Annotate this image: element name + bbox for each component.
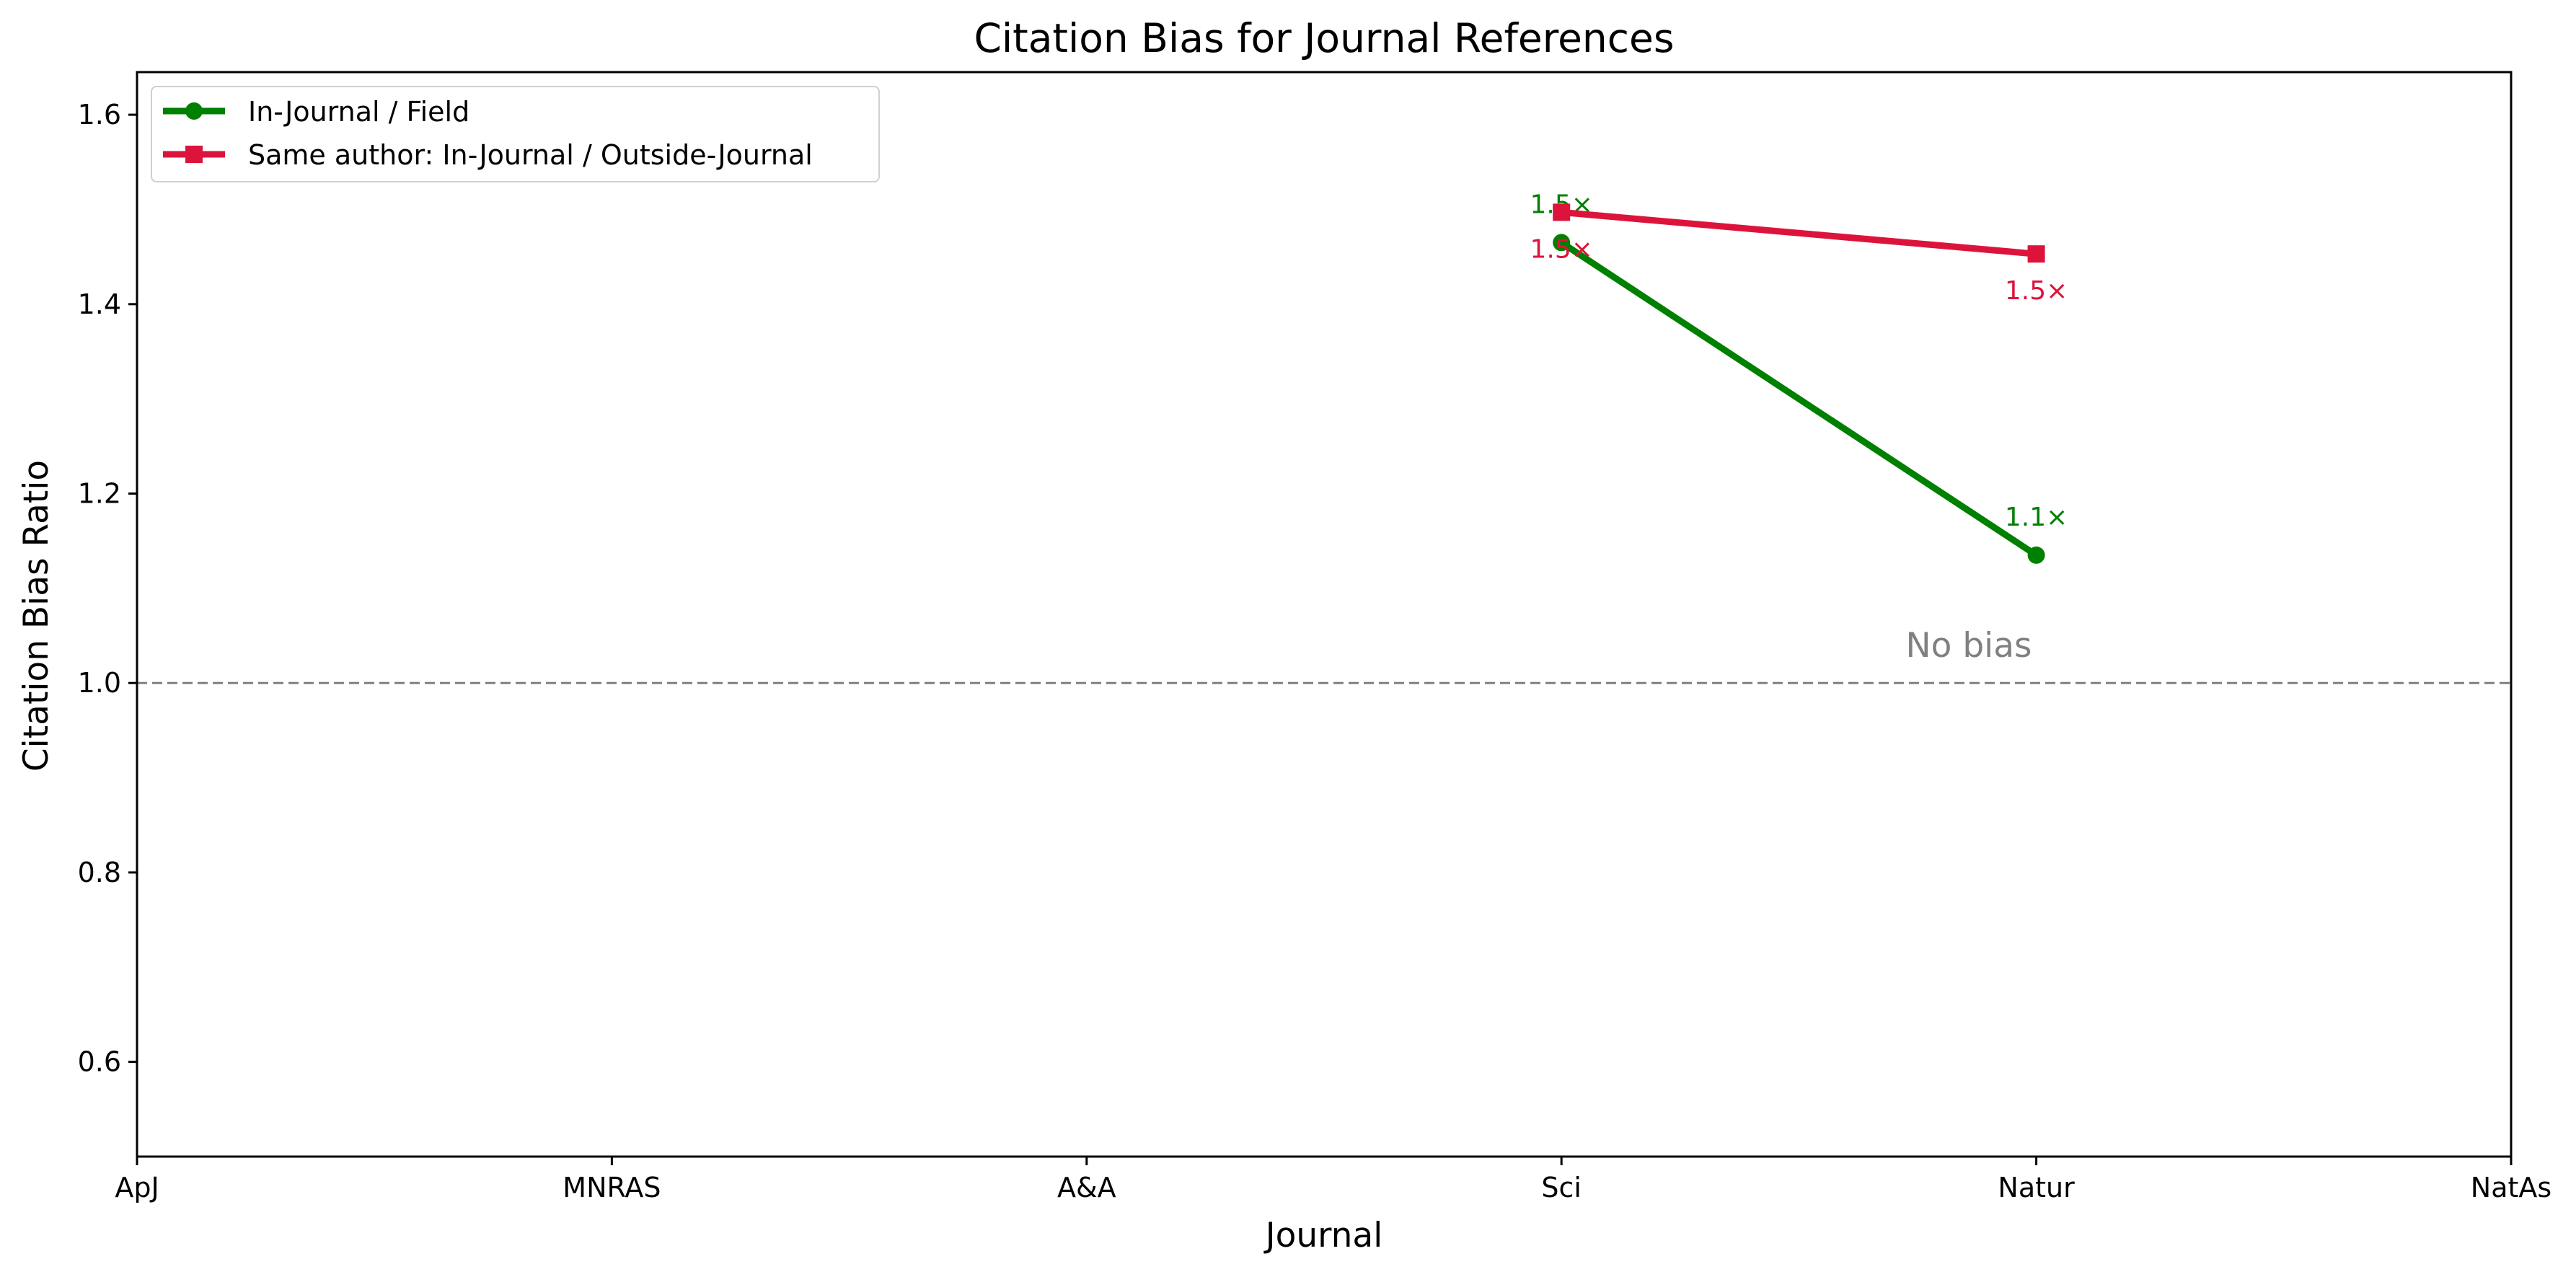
legend-label-in-journal: In-Journal / Field bbox=[248, 96, 469, 128]
data-label: 1.1× bbox=[2005, 503, 2068, 532]
y-tick-label: 0.8 bbox=[78, 857, 121, 888]
plot-area: No bias1.5×1.1×1.5×1.5×ApJMNRASA&ASciNat… bbox=[78, 71, 2551, 1203]
x-tick-label: ApJ bbox=[115, 1172, 159, 1203]
y-tick-label: 0.6 bbox=[78, 1046, 121, 1078]
data-point bbox=[2027, 245, 2045, 263]
data-point bbox=[2027, 546, 2045, 564]
data-point bbox=[1553, 203, 1571, 221]
data-label: 1.5× bbox=[2005, 276, 2068, 306]
x-tick-label: A&A bbox=[1057, 1172, 1116, 1203]
x-tick-label: NatAs bbox=[2471, 1172, 2551, 1203]
y-tick-label: 1.0 bbox=[78, 667, 121, 699]
reference-line-label: No bias bbox=[1905, 626, 2032, 666]
y-tick-label: 1.4 bbox=[78, 288, 121, 320]
x-tick-label: MNRAS bbox=[563, 1172, 661, 1203]
x-axis-label: Journal bbox=[1263, 1216, 1383, 1255]
legend-box bbox=[151, 86, 880, 182]
data-point bbox=[1553, 234, 1571, 252]
y-axis-label: Citation Bias Ratio bbox=[17, 460, 56, 772]
series-line-1 bbox=[1558, 208, 2040, 258]
legend: In-Journal / Field Same author: In-Journ… bbox=[151, 86, 880, 182]
y-tick-label: 1.2 bbox=[78, 478, 121, 510]
chart-title: Citation Bias for Journal References bbox=[974, 15, 1674, 61]
y-tick-label: 1.6 bbox=[78, 99, 121, 131]
legend-marker-square bbox=[185, 146, 203, 163]
legend-label-same-author: Same author: In-Journal / Outside-Journa… bbox=[248, 139, 813, 171]
axes-frame bbox=[136, 71, 2513, 1158]
legend-marker-circle bbox=[185, 102, 203, 120]
x-tick-label: Natur bbox=[1998, 1172, 2075, 1203]
data-label: 1.5× bbox=[1530, 234, 1592, 264]
series-line-0 bbox=[1556, 238, 2041, 560]
x-tick-label: Sci bbox=[1541, 1172, 1582, 1203]
